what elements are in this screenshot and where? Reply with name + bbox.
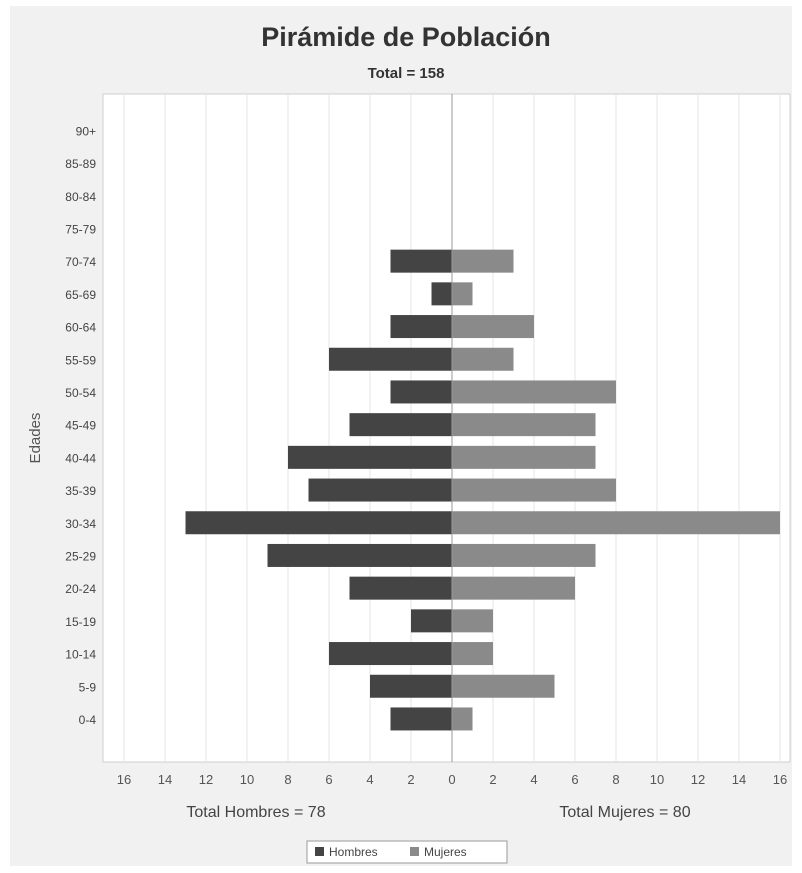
bar-hombres-65-69	[431, 282, 452, 306]
x-tick-label: 12	[199, 772, 213, 787]
legend-label-mujeres: Mujeres	[424, 845, 467, 859]
bar-hombres-45-49	[349, 413, 452, 437]
legend: Hombres Mujeres	[306, 840, 508, 864]
bar-mujeres-50-54	[452, 380, 616, 404]
y-tick-label: 60-64	[65, 321, 96, 335]
y-axis-label: Edades	[27, 413, 44, 464]
y-tick-labels: 0-4 5-9 10-14 15-19 20-24 25-29 30-34 35-39 40-4…	[65, 124, 96, 727]
bar-hombres-50-54	[390, 380, 452, 404]
total-hombres-caption: Total Hombres = 78	[186, 804, 325, 821]
y-tick-label: 40-44	[65, 451, 96, 465]
x-tick-label: 14	[158, 772, 172, 787]
y-tick-label: 70-74	[65, 255, 96, 269]
bar-hombres-25-29	[267, 543, 452, 567]
x-tick-label: 4	[530, 772, 537, 787]
bar-mujeres-45-49	[452, 413, 596, 437]
y-tick-label: 35-39	[65, 484, 96, 498]
legend-swatch-mujeres	[410, 847, 419, 856]
y-tick-label: 80-84	[65, 190, 96, 204]
y-tick-label: 50-54	[65, 386, 96, 400]
y-tick-label: 75-79	[65, 222, 96, 236]
bar-hombres-0-4	[390, 707, 452, 731]
x-tick-label: 2	[489, 772, 496, 787]
bar-mujeres-25-29	[452, 543, 596, 567]
bar-mujeres-10-14	[452, 642, 493, 666]
bar-mujeres-0-4	[452, 707, 473, 731]
bar-hombres-35-39	[308, 478, 452, 502]
bar-mujeres-35-39	[452, 478, 616, 502]
y-tick-label: 10-14	[65, 648, 96, 662]
bar-mujeres-60-64	[452, 315, 534, 339]
bar-hombres-60-64	[390, 315, 452, 339]
y-tick-label: 65-69	[65, 288, 96, 302]
bars	[185, 249, 780, 731]
y-tick-label: 30-34	[65, 517, 96, 531]
x-tick-label: 8	[284, 772, 291, 787]
y-tick-label: 55-59	[65, 353, 96, 367]
x-tick-label: 12	[691, 772, 705, 787]
x-tick-label: 6	[571, 772, 578, 787]
legend-box	[306, 840, 508, 864]
x-tick-label: 4	[366, 772, 373, 787]
x-tick-label: 14	[732, 772, 746, 787]
y-tick-label: 20-24	[65, 582, 96, 596]
y-tick-label: 45-49	[65, 419, 96, 433]
bar-mujeres-55-59	[452, 347, 514, 371]
bar-hombres-40-44	[288, 445, 452, 469]
y-tick-label: 15-19	[65, 615, 96, 629]
bar-hombres-55-59	[329, 347, 452, 371]
bar-mujeres-5-9	[452, 674, 555, 698]
x-tick-label: 6	[325, 772, 332, 787]
bar-mujeres-65-69	[452, 282, 473, 306]
chart-subtitle: Total = 158	[368, 65, 445, 82]
population-pyramid-chart: Pirámide de Población Total = 158 0-4 5-9…	[27, 22, 791, 864]
chart-title: Pirámide de Población	[261, 22, 551, 52]
x-tick-labels: 16 14 12 10 8 6 4 2 0 2 4 6 8 10 12 14 16	[117, 772, 787, 787]
x-tick-label: 16	[117, 772, 131, 787]
bar-mujeres-70-74	[452, 249, 514, 273]
y-tick-label: 90+	[76, 124, 96, 138]
y-tick-label: 5-9	[79, 680, 97, 694]
chart-panel: Pirámide de Población Total = 158 0-4 5-9…	[10, 6, 792, 866]
x-tick-label: 0	[448, 772, 455, 787]
y-tick-label: 85-89	[65, 157, 96, 171]
total-mujeres-caption: Total Mujeres = 80	[559, 804, 690, 821]
legend-label-hombres: Hombres	[329, 845, 378, 859]
y-tick-label: 25-29	[65, 549, 96, 563]
bar-hombres-30-34	[185, 511, 452, 535]
bar-hombres-10-14	[329, 642, 452, 666]
x-tick-label: 10	[240, 772, 254, 787]
bar-mujeres-15-19	[452, 609, 493, 633]
x-tick-label: 8	[612, 772, 619, 787]
x-tick-label: 2	[407, 772, 414, 787]
y-tick-label: 0-4	[79, 713, 97, 727]
legend-swatch-hombres	[315, 847, 324, 856]
x-tick-label: 16	[773, 772, 787, 787]
bar-hombres-20-24	[349, 576, 452, 600]
bar-mujeres-30-34	[452, 511, 780, 535]
x-tick-label: 10	[650, 772, 664, 787]
bar-hombres-70-74	[390, 249, 452, 273]
bar-mujeres-40-44	[452, 445, 596, 469]
bar-hombres-15-19	[411, 609, 452, 633]
bar-hombres-5-9	[370, 674, 452, 698]
bar-mujeres-20-24	[452, 576, 575, 600]
